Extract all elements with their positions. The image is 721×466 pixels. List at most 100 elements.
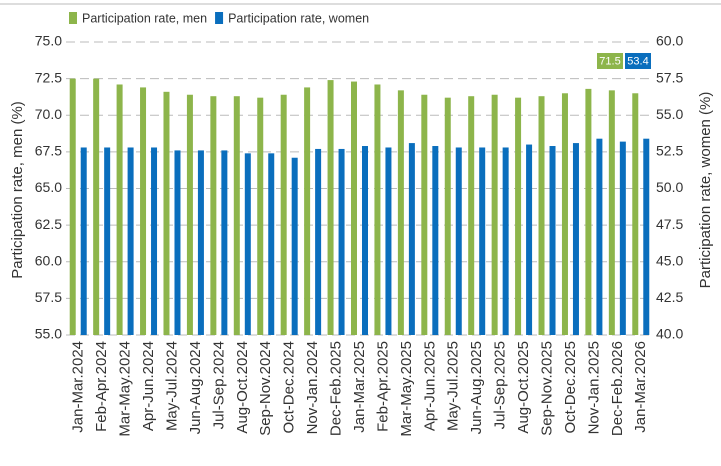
bar	[421, 94, 428, 336]
bar	[210, 96, 217, 335]
bar	[233, 96, 240, 335]
value-label-box	[625, 53, 651, 69]
bar	[186, 94, 193, 336]
bar	[432, 146, 439, 335]
bar	[104, 147, 111, 335]
y2-tick-label: 60.0	[656, 33, 683, 49]
bar	[268, 153, 275, 335]
bar	[491, 94, 498, 336]
bar	[304, 87, 311, 335]
bar	[140, 87, 147, 335]
bar	[362, 146, 368, 335]
bar	[585, 88, 592, 335]
x-tick-label: Jul-Sep.2025	[492, 341, 509, 429]
bar	[468, 96, 475, 335]
bar	[455, 147, 462, 335]
y-tick-label: 62.5	[35, 216, 62, 232]
x-tick-label: Aug-Oct.2025	[515, 341, 532, 434]
bar	[163, 91, 170, 335]
bar	[515, 97, 522, 335]
y-tick-label: 65.0	[35, 179, 62, 195]
bar	[385, 147, 392, 335]
x-tick-label: Feb-Apr.2024	[93, 341, 110, 432]
bar	[197, 150, 204, 335]
bar	[596, 138, 603, 335]
y-tick-label: 67.5	[35, 143, 62, 159]
y2-tick-label: 47.5	[656, 216, 683, 232]
y-tick-label: 55.0	[35, 326, 62, 342]
y2-axis-title: Participation rate, women (%)	[697, 92, 714, 289]
bar	[315, 148, 322, 335]
bar	[572, 143, 579, 335]
bar	[338, 148, 345, 335]
y-axis-title: Participation rate, men (%)	[9, 101, 26, 279]
bar	[502, 147, 509, 335]
x-tick-label: Nov-Jan.2024	[304, 341, 321, 434]
y2-tick-label: 42.5	[656, 289, 683, 305]
legend-swatch	[215, 12, 224, 24]
y-tick-label: 60.0	[35, 252, 62, 268]
bar	[408, 143, 415, 335]
y2-tick-label: 57.5	[656, 69, 683, 85]
x-tick-label: Apr-Jun.2024	[140, 341, 157, 431]
y2-tick-label: 45.0	[656, 252, 683, 268]
x-tick-label: Mar-May.2025	[398, 341, 415, 437]
bar	[608, 90, 615, 335]
legend-swatch	[69, 12, 77, 24]
bar	[374, 84, 381, 335]
bar	[116, 84, 123, 335]
bar	[619, 141, 626, 335]
x-tick-label: Dec-Feb.2025	[328, 341, 345, 436]
value-label: 53.4	[627, 55, 648, 67]
bar	[351, 81, 357, 336]
x-tick-label: Oct-Dec.2024	[281, 341, 298, 434]
x-tick-label: Oct-Dec.2025	[562, 341, 579, 434]
x-tick-label: May-Jul.2025	[445, 341, 462, 431]
bar	[280, 94, 287, 336]
y2-tick-label: 52.5	[656, 143, 683, 159]
y-tick-label: 75.0	[35, 33, 62, 49]
bar	[80, 147, 87, 335]
y2-tick-label: 40.0	[656, 326, 683, 342]
x-tick-label: Sep-Nov.2024	[257, 341, 274, 436]
bar	[397, 90, 404, 335]
bar	[93, 78, 100, 335]
y2-tick-label: 55.0	[656, 106, 683, 122]
x-tick-label: Mar-May.2024	[117, 341, 134, 437]
y-tick-label: 57.5	[35, 289, 62, 305]
x-tick-label: Dec-Feb.2026	[609, 341, 626, 436]
x-tick-label: Jan-Mar.2024	[70, 341, 87, 433]
bar	[538, 96, 545, 335]
x-tick-label: Jun-Aug.2025	[468, 341, 485, 434]
value-label: 71.5	[599, 55, 620, 67]
legend-label: Participation rate, men	[82, 11, 207, 25]
x-tick-label: May-Jul.2024	[163, 341, 180, 431]
bar	[221, 150, 228, 335]
bar	[327, 80, 334, 335]
bar	[643, 138, 650, 335]
y2-tick-label: 50.0	[656, 179, 683, 195]
x-tick-label: Jun-Aug.2024	[187, 341, 204, 434]
bar	[151, 147, 158, 335]
value-label-box	[597, 53, 623, 69]
x-tick-label: Jan-Mar.2025	[351, 341, 368, 433]
bar	[291, 157, 298, 335]
bar	[127, 147, 134, 335]
bar	[561, 93, 568, 336]
bar	[257, 97, 264, 335]
y-tick-label: 70.0	[35, 106, 62, 122]
bar	[244, 153, 251, 335]
bar	[632, 93, 639, 336]
bar	[526, 144, 533, 335]
legend-label: Participation rate, women	[228, 11, 369, 25]
x-tick-label: Sep-Nov.2025	[538, 341, 555, 436]
bar	[69, 78, 76, 335]
bar	[549, 146, 556, 335]
x-tick-label: Jan-Mar.2026	[632, 341, 649, 433]
x-tick-label: Feb-Apr.2025	[374, 341, 391, 432]
y-tick-label: 72.5	[35, 69, 62, 85]
bar	[444, 97, 451, 335]
bar	[174, 150, 181, 335]
x-tick-label: Nov-Jan.2025	[585, 341, 602, 434]
